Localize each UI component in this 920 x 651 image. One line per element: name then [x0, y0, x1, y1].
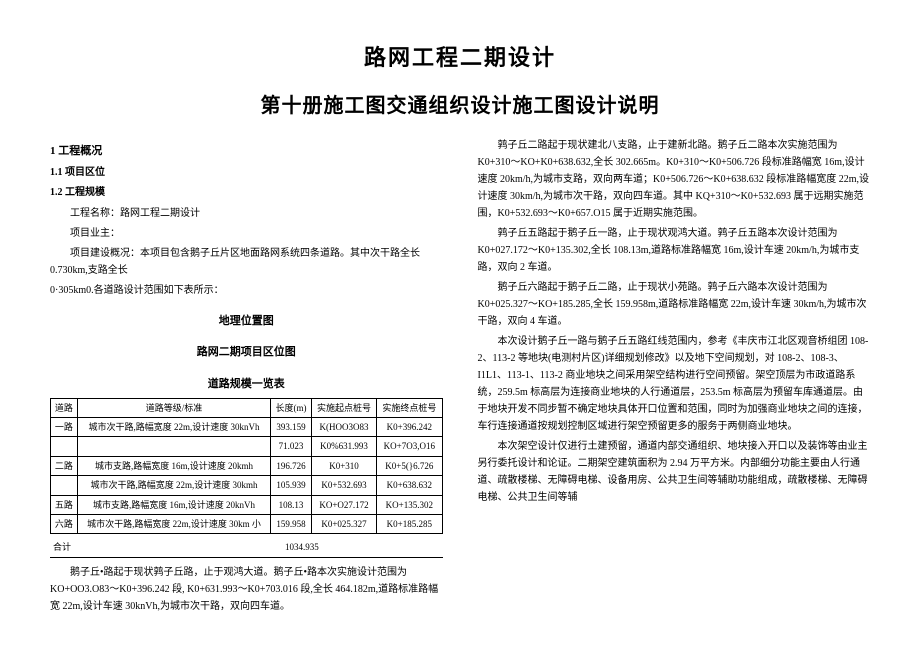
- table-cell: KO+7O3,O16: [377, 437, 442, 456]
- total-table: 合计 1034.935: [50, 538, 443, 557]
- total-row: 合计 1034.935: [50, 538, 443, 557]
- table-cell: K(HOO3O83: [311, 417, 376, 436]
- table-row: 二路城市支路,路幅宽度 16m,设计速度 20kmh196.726K0+310K…: [51, 456, 443, 475]
- table-cell: 393.159: [271, 417, 312, 436]
- table-cell: 城市支路,路幅宽度 16m,设计速度 20knVh: [77, 495, 270, 514]
- table-cell: K0+025.327: [311, 514, 376, 533]
- geo-map-label: 地理位置图: [50, 313, 443, 331]
- table-cell: 108.13: [271, 495, 312, 514]
- table-cell: 城市次干路,路幅宽度 22m,设计速度 30knVh: [77, 417, 270, 436]
- th-road: 道路: [51, 398, 78, 417]
- heading-1: 1 工程概况: [50, 143, 443, 161]
- sub-title: 第十册施工图交通组织设计施工图设计说明: [50, 90, 870, 122]
- th-length: 长度(m): [271, 398, 312, 417]
- road-scale-table: 道路 道路等级/标准 长度(m) 实施起点桩号 实施终点桩号 一路城市次干路,路…: [50, 398, 443, 535]
- table-cell: 159.958: [271, 514, 312, 533]
- table-cell: KO+135.302: [377, 495, 442, 514]
- project-owner: 项目业主：: [50, 225, 443, 242]
- table-cell: 城市次干路,路幅宽度 22m,设计速度 30km 小: [77, 514, 270, 533]
- project-desc-1: 项目建设概况：本项目包含鹅子丘片区地面路网系统四条道路。其中次干路全长 0.73…: [50, 245, 443, 279]
- rc-para-4: 鹅子丘六路起于鹅子丘二路，止于现状小苑路。鹑子丘六路本次设计范围为 K0+025…: [478, 279, 871, 330]
- table-cell: 五路: [51, 495, 78, 514]
- table-cell: 城市次干路,路幅宽度 22m,设计速度 30kmh: [77, 476, 270, 495]
- th-start: 实施起点桩号: [311, 398, 376, 417]
- table-cell: 71.023: [271, 437, 312, 456]
- table-cell: [51, 437, 78, 456]
- table-row: 城市次干路,路幅宽度 22m,设计速度 30kmh105.939K0+532.6…: [51, 476, 443, 495]
- table-cell: [51, 476, 78, 495]
- table-cell: [77, 437, 270, 456]
- heading-1-1: 1.1 项目区位: [50, 165, 443, 181]
- total-label: 合计: [50, 538, 96, 557]
- heading-1-2: 1.2 工程规模: [50, 185, 443, 201]
- project-desc-2: 0·305km0.各道路设计范围如下表所示：: [50, 282, 443, 299]
- table-cell: 二路: [51, 456, 78, 475]
- table-cell: 城市支路,路幅宽度 16m,设计速度 20kmh: [77, 456, 270, 475]
- rc-para-5: 本次设计鹅子丘一路与鹅子丘五路红线范围内，参考《丰庆市江北区观音桥组团 108-…: [478, 333, 871, 435]
- total-value: 1034.935: [282, 538, 348, 557]
- table-cell: 105.939: [271, 476, 312, 495]
- table-cell: K0+310: [311, 456, 376, 475]
- rc-para-1: 鹅子丘•路起于现状鹑子丘路，止于观鸿大道。鹅子丘•路本次实施设计范围为 KO+O…: [50, 564, 443, 615]
- table-row: 一路城市次干路,路幅宽度 22m,设计速度 30knVh393.159K(HOO…: [51, 417, 443, 436]
- total-blank1: [96, 538, 282, 557]
- th-standard: 道路等级/标准: [77, 398, 270, 417]
- th-end: 实施终点桩号: [377, 398, 442, 417]
- project-name: 工程名称：路网工程二期设计: [50, 205, 443, 222]
- table-cell: K0+185.285: [377, 514, 442, 533]
- rc-para-3: 鹑子丘五路起于鹅子丘一路，止于现状观鸿大道。鹑子丘五路本次设计范围为 K0+02…: [478, 225, 871, 276]
- table-row: 五路城市支路,路幅宽度 16m,设计速度 20knVh108.13KO+O27.…: [51, 495, 443, 514]
- table-row: 六路城市次干路,路幅宽度 22m,设计速度 30km 小159.958K0+02…: [51, 514, 443, 533]
- table-cell: 一路: [51, 417, 78, 436]
- content-columns: 1 工程概况 1.1 项目区位 1.2 工程规模 工程名称：路网工程二期设计 项…: [50, 137, 870, 647]
- table-cell: KO+O27.172: [311, 495, 376, 514]
- table-cell: K0+396.242: [377, 417, 442, 436]
- table-title: 道路规模一览表: [50, 376, 443, 394]
- rc-para-2: 鹑子丘二路起于现状建北八支路，止于建新北路。鹅子丘二路本次实施范围为 K0+31…: [478, 137, 871, 222]
- table-cell: K0+638.632: [377, 476, 442, 495]
- table-cell: K0+5(}6.726: [377, 456, 442, 475]
- table-header-row: 道路 道路等级/标准 长度(m) 实施起点桩号 实施终点桩号: [51, 398, 443, 417]
- table-cell: 196.726: [271, 456, 312, 475]
- zone-map-label: 路网二期项目区位图: [50, 344, 443, 362]
- main-title: 路网工程二期设计: [50, 40, 870, 75]
- table-cell: 六路: [51, 514, 78, 533]
- table-cell: K0+532.693: [311, 476, 376, 495]
- total-blank2: [348, 538, 443, 557]
- rc-para-6: 本次架空设计仅进行土建预留，通道内部交通组织、地块接入开口以及装饰等由业主另行委…: [478, 438, 871, 506]
- table-cell: K0%631.993: [311, 437, 376, 456]
- table-row: 71.023K0%631.993KO+7O3,O16: [51, 437, 443, 456]
